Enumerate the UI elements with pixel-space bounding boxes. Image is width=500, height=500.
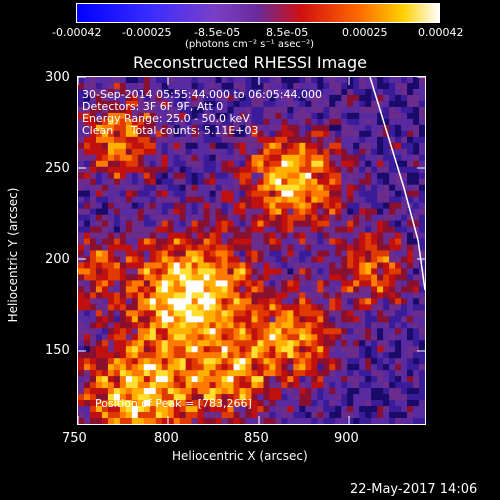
colorbar-unit-label: (photons cm⁻² s⁻¹ asec⁻²) <box>185 39 315 50</box>
rhessi-image <box>78 77 425 424</box>
annotation-energy: Energy Range: 25.0 - 50.0 keV <box>82 112 250 125</box>
colorbar-tick-label: 0.00042 <box>418 26 464 39</box>
plot-frame <box>77 76 426 425</box>
y-tick-label: 150 <box>45 343 70 358</box>
colorbar-tick-label: 8.5e-05 <box>266 26 309 39</box>
x-tick-label: 850 <box>244 431 269 446</box>
annotation-time: 30-Sep-2014 05:55:44.000 to 06:05:44.000 <box>82 88 322 101</box>
y-axis-label: Heliocentric Y (arcsec) <box>6 187 20 323</box>
footer-date: 22-May-2017 14:06 <box>350 482 478 497</box>
colorbar <box>76 3 440 23</box>
y-tick-label: 250 <box>45 161 70 176</box>
x-tick-label: 750 <box>62 431 87 446</box>
x-tick-label: 900 <box>334 431 359 446</box>
plot-title: Reconstructed RHESSI Image <box>133 53 367 72</box>
annotation-detectors: Detectors: 3F 6F 9F, Att 0 <box>82 100 224 113</box>
y-tick-label: 200 <box>45 252 70 267</box>
y-tick-label: 300 <box>45 70 70 85</box>
annotation-clean: Clean Total counts: 5.11E+03 <box>82 124 259 137</box>
x-axis-label: Heliocentric X (arcsec) <box>172 449 308 463</box>
colorbar-tick-label: 0.00025 <box>342 26 388 39</box>
annotation-peak: Position of Peak = [783,266] <box>95 397 252 410</box>
colorbar-tick-label: -0.00025 <box>122 26 172 39</box>
colorbar-tick-label: -8.5e-05 <box>194 26 241 39</box>
colorbar-tick-label: -0.00042 <box>52 26 102 39</box>
x-tick-label: 800 <box>154 431 179 446</box>
